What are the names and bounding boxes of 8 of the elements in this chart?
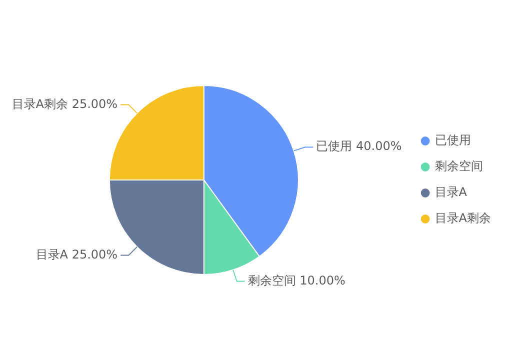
legend-label: 剩余空间	[434, 159, 483, 174]
legend-label: 目录A	[434, 185, 468, 200]
data-label: 已使用 40.00%	[316, 139, 402, 154]
legend-label: 目录A剩余	[434, 211, 492, 226]
data-label: 目录A 25.00%	[36, 247, 118, 262]
legend-label: 已使用	[434, 133, 471, 148]
data-label: 目录A剩余 25.00%	[12, 96, 118, 111]
data-label: 剩余空间 10.00%	[248, 273, 346, 288]
